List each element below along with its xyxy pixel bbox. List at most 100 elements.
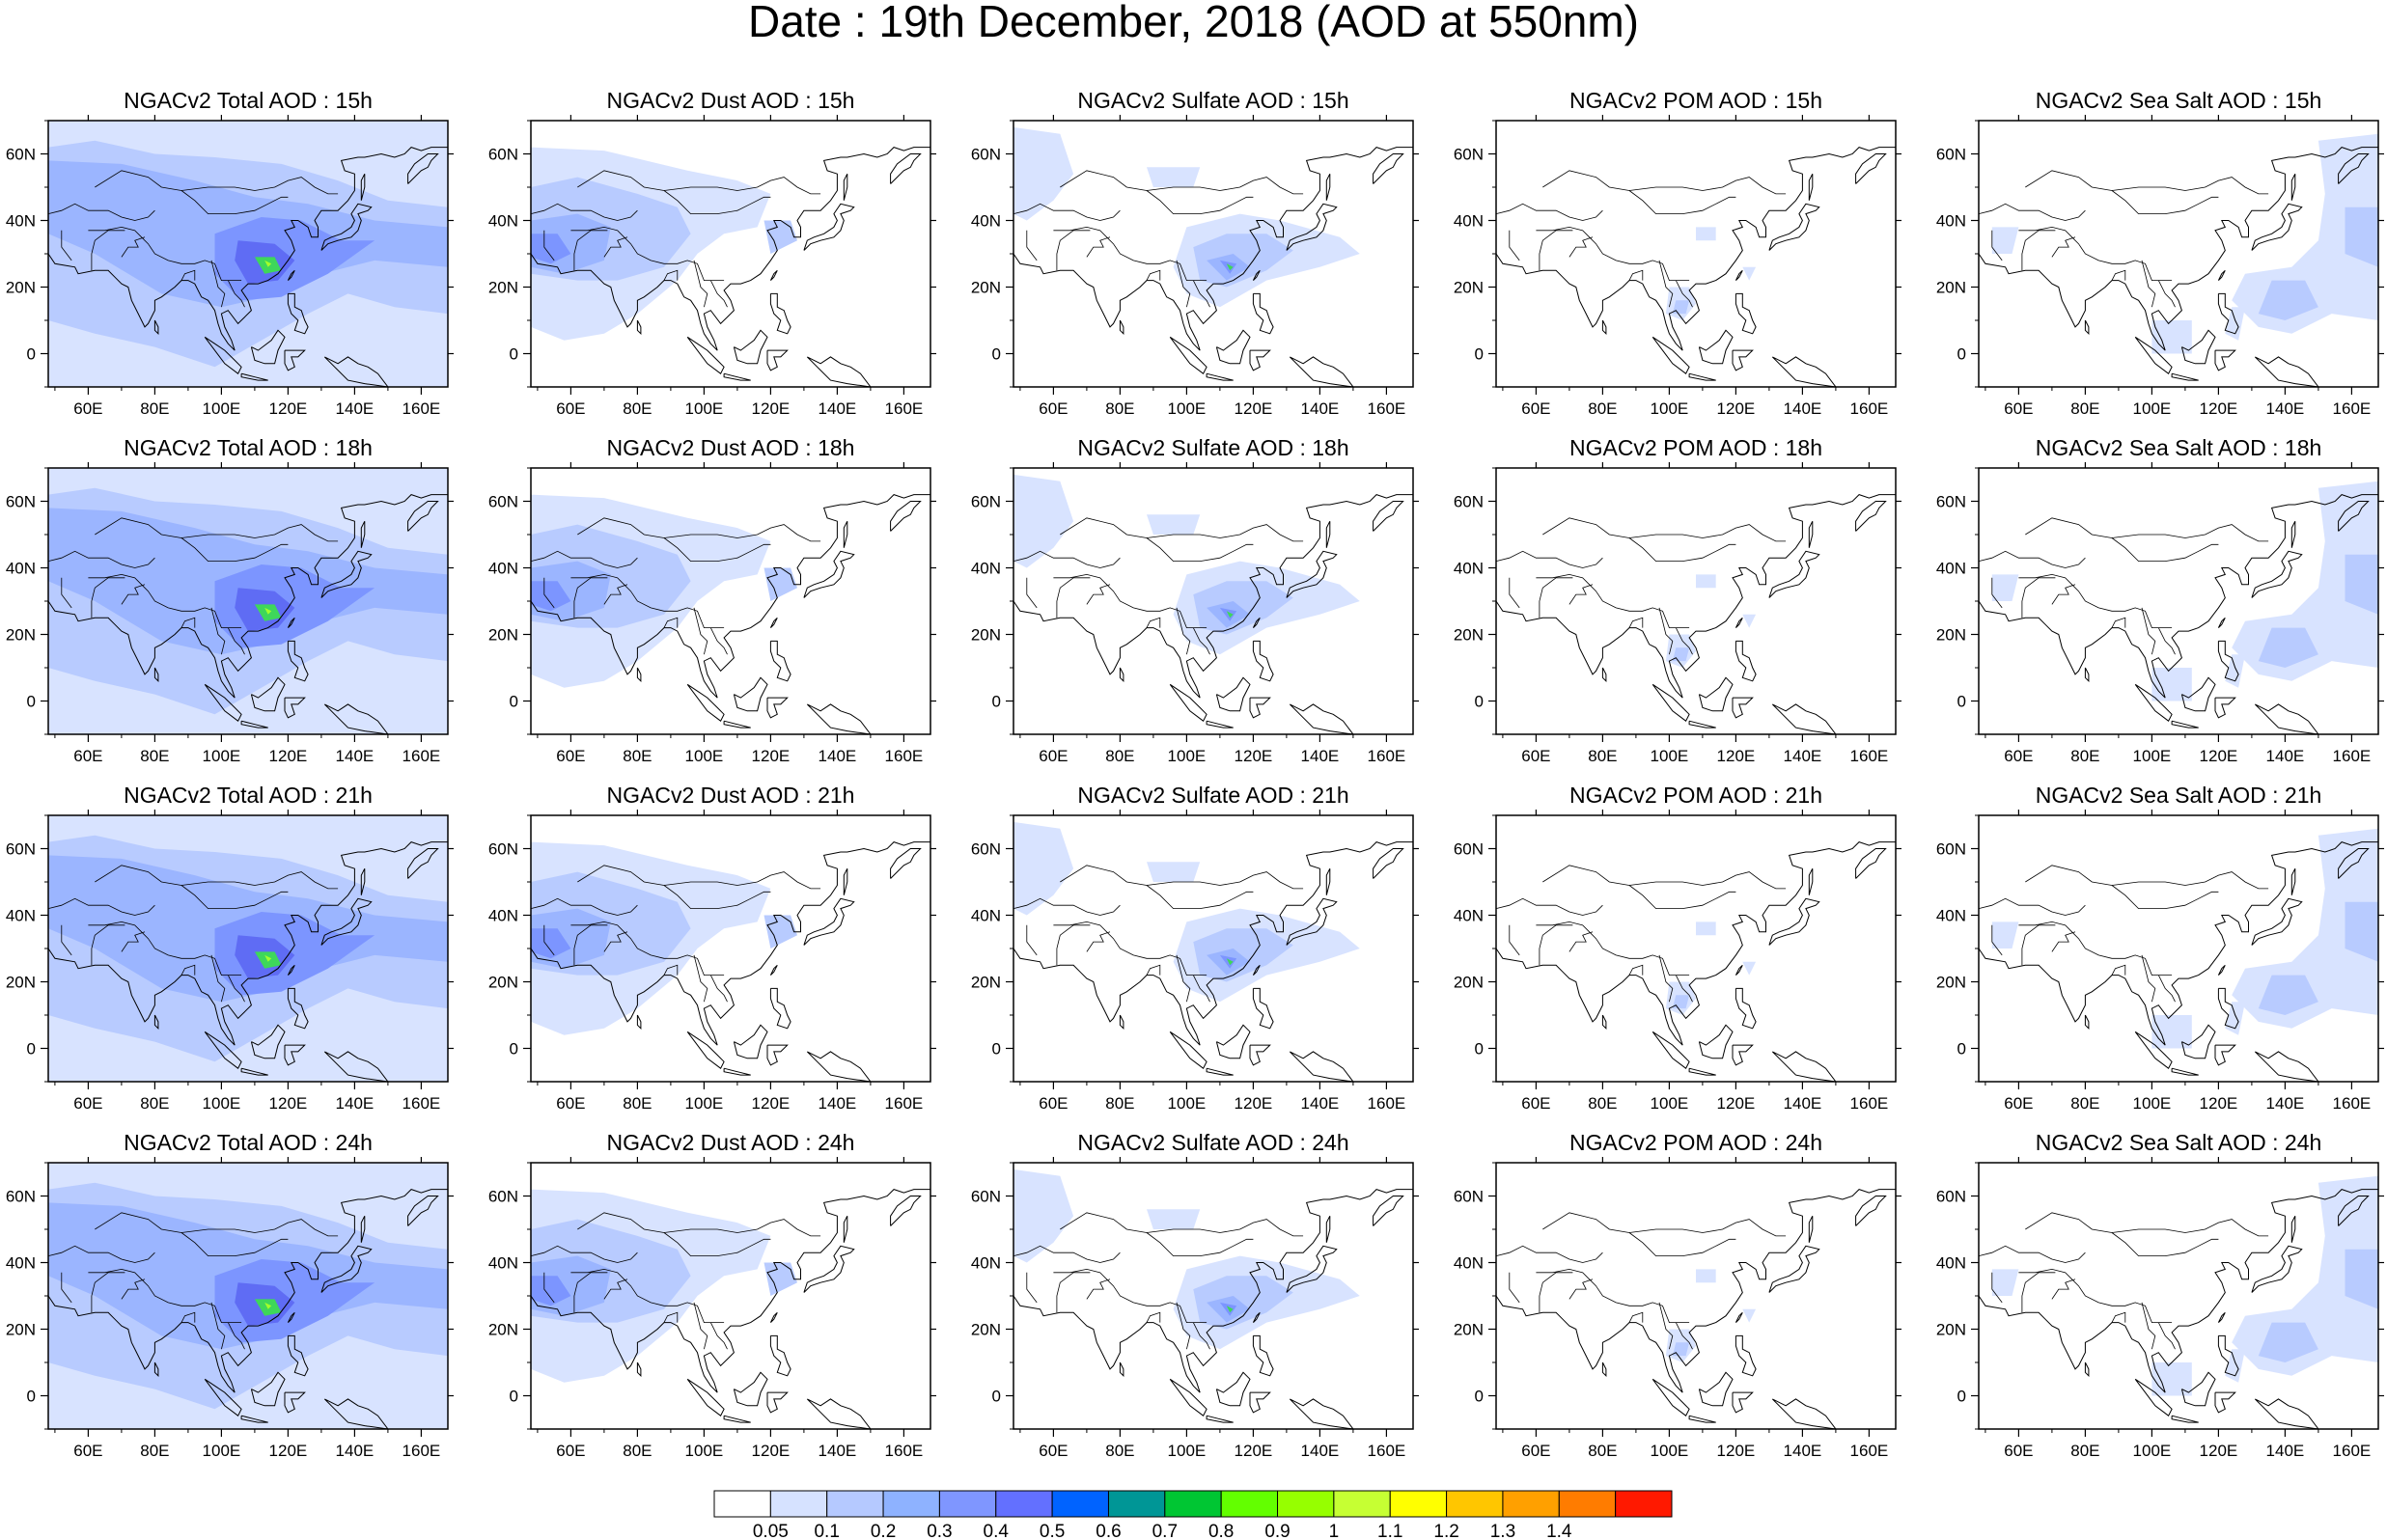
lat-tick-label: 0 xyxy=(1957,345,1966,364)
aod-contour-fill xyxy=(1991,227,2019,254)
aod-contour-fill xyxy=(1991,574,2019,601)
lon-tick-label: 100E xyxy=(2133,399,2172,418)
aod-contour-fill xyxy=(763,915,797,949)
coastline xyxy=(686,1031,725,1069)
aod-contour-fill xyxy=(1147,1209,1201,1229)
coastline xyxy=(287,640,309,682)
coastline xyxy=(1601,1361,1607,1378)
lon-tick-label: 140E xyxy=(819,747,857,765)
lat-tick-label: 60N xyxy=(1936,1188,1966,1206)
lon-tick-label: 80E xyxy=(2070,399,2099,418)
coastline xyxy=(806,1398,873,1430)
aod-contour-fill xyxy=(264,607,272,615)
coastline xyxy=(2251,897,2303,946)
lat-tick-label: 0 xyxy=(992,693,1001,711)
aod-contour-fill xyxy=(1193,581,1293,635)
country-border xyxy=(543,924,555,956)
lat-tick-label: 60N xyxy=(1936,146,1966,164)
lat-tick-label: 40N xyxy=(488,560,518,578)
country-border xyxy=(2111,1311,2126,1323)
lat-tick-label: 60N xyxy=(488,493,518,511)
country-border xyxy=(1539,230,1573,271)
lon-tick-label: 160E xyxy=(1368,1442,1406,1460)
country-border xyxy=(1495,897,1603,916)
coastline xyxy=(806,356,873,388)
lat-tick-label: 20N xyxy=(1936,974,1966,992)
country-border xyxy=(1146,617,1161,628)
coastline xyxy=(530,147,930,351)
coastline xyxy=(803,203,855,251)
country-border xyxy=(1056,577,1091,619)
coastline xyxy=(1651,1031,1690,1069)
coastline xyxy=(2214,697,2236,719)
coastline xyxy=(1651,683,1690,722)
country-border xyxy=(2141,954,2156,1003)
map-pom-aod: 60E 80E 100E 120E 140E 160E 60N 40N 20N 0 xyxy=(1454,810,1901,1113)
coastline xyxy=(1768,897,1820,946)
coastline xyxy=(240,720,268,729)
country-border xyxy=(1192,975,1210,1003)
aod-contour-fill xyxy=(1742,266,1757,281)
coastline xyxy=(1252,269,1261,281)
map-sulfate-aod: 60E 80E 100E 120E 140E 160E 60N 40N 20N 0 xyxy=(971,462,1419,765)
lon-tick-label: 160E xyxy=(2333,747,2372,765)
lon-tick-label: 100E xyxy=(2133,1442,2172,1460)
colorbar-swatch xyxy=(995,1490,1053,1518)
coastline xyxy=(2134,336,2173,374)
aod-contour-fill xyxy=(1742,961,1757,976)
coastline xyxy=(2254,703,2320,735)
coastline xyxy=(636,1361,642,1378)
country-border xyxy=(530,550,638,568)
panel-title: NGACv2 Sulfate AOD : 15h xyxy=(1077,88,1349,113)
coastline xyxy=(323,356,390,388)
lon-tick-label: 100E xyxy=(685,1442,724,1460)
lon-tick-label: 80E xyxy=(1105,747,1134,765)
country-border xyxy=(1628,885,1736,909)
coastline xyxy=(323,703,390,735)
lon-tick-label: 140E xyxy=(2266,747,2305,765)
coastline xyxy=(1771,356,1838,388)
coastline xyxy=(250,329,286,365)
country-border xyxy=(91,1272,125,1313)
colorbar-label: 0.4 xyxy=(984,1522,1010,1540)
country-border xyxy=(1539,577,1573,619)
country-border xyxy=(663,190,771,214)
lat-tick-label: 40N xyxy=(6,560,36,578)
coastline xyxy=(1771,1398,1838,1430)
coastline xyxy=(284,349,306,371)
coastline xyxy=(250,1024,286,1059)
lon-tick-label: 160E xyxy=(885,399,924,418)
coastline xyxy=(2217,987,2239,1030)
country-border xyxy=(1146,885,1254,909)
coastline xyxy=(407,153,439,184)
coastline xyxy=(769,964,778,976)
lat-tick-label: 20N xyxy=(6,1321,36,1339)
lon-tick-label: 140E xyxy=(336,1442,375,1460)
aod-contour-fill xyxy=(1672,300,1690,315)
map-dust-aod: 60E 80E 100E 120E 140E 160E 60N 40N 20N 0 xyxy=(488,462,936,765)
country-border xyxy=(693,607,708,655)
coastline xyxy=(1735,292,1757,335)
country-border xyxy=(1978,550,2086,568)
coastline xyxy=(407,501,439,532)
colorbar-swatch xyxy=(769,1490,828,1518)
coastline xyxy=(2180,1371,2216,1407)
coastline xyxy=(47,1189,448,1393)
lon-tick-label: 160E xyxy=(2333,1094,2372,1113)
country-border xyxy=(1536,573,1690,629)
coastline xyxy=(2290,173,2296,201)
country-border xyxy=(2025,865,2269,890)
country-border xyxy=(2025,517,2269,542)
country-border xyxy=(543,577,555,609)
coastline xyxy=(2338,1196,2370,1226)
colorbar-label: 1.1 xyxy=(1377,1522,1402,1540)
lon-tick-label: 100E xyxy=(203,1094,241,1113)
country-border xyxy=(663,617,679,628)
coastline xyxy=(250,676,286,712)
coastline xyxy=(1013,494,1413,699)
lon-tick-label: 100E xyxy=(685,399,724,418)
map-pom-aod: 60E 80E 100E 120E 140E 160E 60N 40N 20N 0 xyxy=(1454,1157,1901,1460)
lon-tick-label: 80E xyxy=(623,1442,652,1460)
country-border xyxy=(1542,170,1787,195)
country-border xyxy=(61,230,72,261)
